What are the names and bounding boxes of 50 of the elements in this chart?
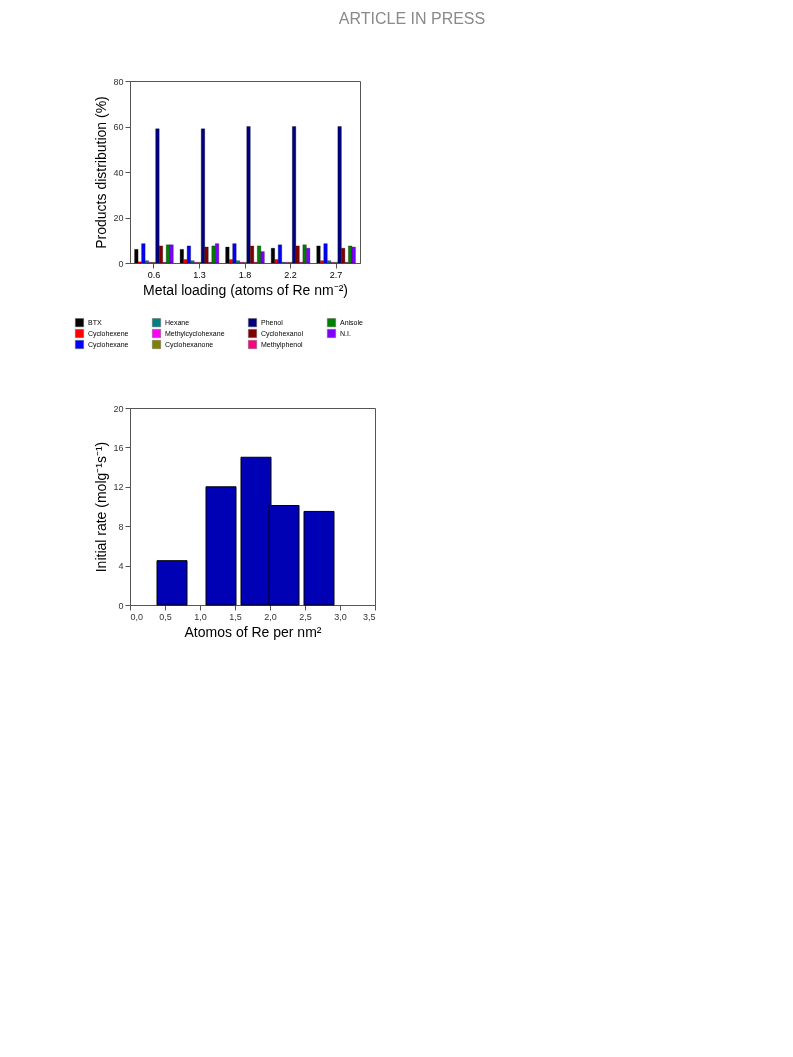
y-tick-label: 12 (113, 482, 124, 493)
x-tick-label: 1.3 (193, 269, 206, 280)
bar (141, 243, 146, 264)
x-tick-label: 0.6 (147, 269, 161, 280)
x-tick-label: 2,0 (264, 611, 277, 622)
bar (232, 243, 237, 264)
bar (186, 245, 191, 264)
x-tick-label: 3,0 (334, 611, 347, 622)
bar (302, 244, 307, 264)
y-tick-label: 4 (118, 561, 124, 572)
bar (292, 126, 296, 264)
bar (316, 245, 321, 264)
text: ARTICLE IN PRESS (338, 10, 486, 27)
bar (215, 243, 219, 264)
bar (323, 243, 328, 264)
x-tick-label: 2.7 (329, 269, 343, 280)
x-tick-label: 2,5 (299, 611, 312, 622)
x-tick-label: 1,0 (194, 611, 207, 622)
x-tick-label: 1,5 (229, 611, 242, 622)
bar (201, 128, 205, 264)
x-tick-label: 3,5 (362, 611, 376, 622)
x-tick-label: 1.8 (238, 269, 252, 280)
y-tick-label: 16 (113, 442, 124, 453)
bar (337, 126, 342, 264)
bar (306, 248, 311, 264)
bar (211, 245, 216, 264)
y-tick-label: 40 (113, 167, 124, 178)
x-axis-title: Metal loading (atoms of Re nm⁻²) (143, 281, 348, 298)
bar (271, 248, 275, 264)
y-tick-label: 20 (113, 403, 124, 414)
y-tick-label: 20 (113, 213, 124, 223)
y-axis-title: Initial rate (molg⁻¹s⁻¹) (93, 441, 110, 573)
bar (179, 249, 184, 264)
x-tick-label: 0,5 (159, 611, 172, 622)
y-tick-label: 0 (118, 600, 124, 611)
bar (155, 128, 160, 264)
bar (134, 249, 139, 264)
x-tick-label: 0,0 (130, 611, 144, 622)
y-axis-title: Products distribution (%) (93, 96, 110, 249)
bar (246, 126, 251, 264)
y-tick-label: 0 (118, 258, 124, 269)
y-tick-label: 60 (113, 122, 124, 132)
bar (278, 244, 282, 264)
bar (225, 246, 230, 264)
y-tick-label: 8 (118, 521, 124, 532)
bar (257, 245, 261, 264)
bar (169, 244, 174, 264)
y-tick-label: 80 (113, 76, 124, 87)
x-tick-label: 2.2 (284, 269, 297, 280)
x-axis-title: Atomos of Re per nm² (184, 623, 322, 640)
